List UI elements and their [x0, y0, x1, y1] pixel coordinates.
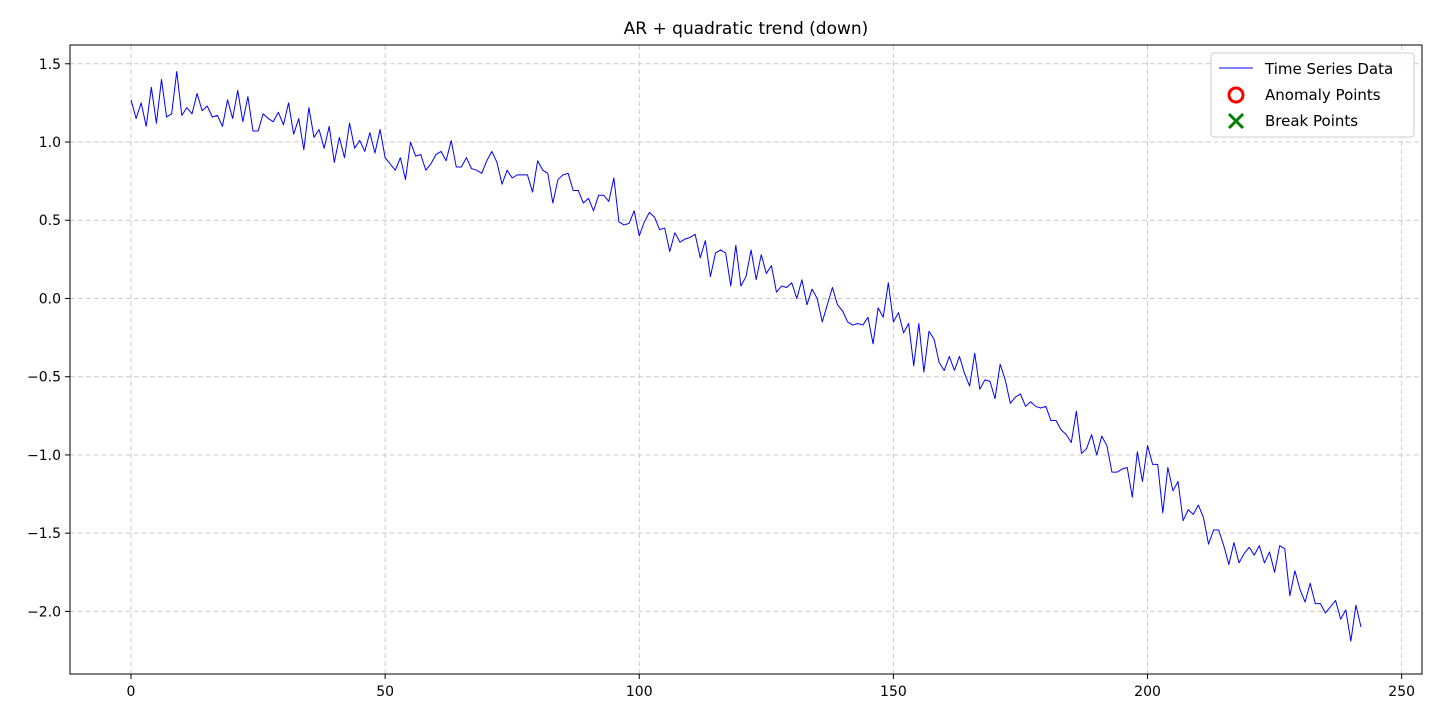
legend-label-break: Break Points — [1265, 112, 1358, 130]
legend-box — [1210, 52, 1415, 138]
legend-label-anomaly: Anomaly Points — [1265, 86, 1381, 104]
grid — [70, 45, 1422, 674]
x-tick-label: 200 — [1134, 684, 1161, 700]
x-tick-label: 0 — [127, 684, 136, 700]
y-tick-label: −0.5 — [27, 370, 61, 386]
y-tick-label: 1.5 — [39, 57, 61, 73]
legend-label-time-series: Time Series Data — [1264, 60, 1393, 78]
axis-ticks: 0 50 100 150 200 250 −2.0 −1.5 −1.0 −0.5 0.0 0.5 1.0… — [27, 57, 1415, 700]
legend-anomaly-marker — [1227, 86, 1245, 104]
x-tick-label: 100 — [626, 684, 653, 700]
legend: Time Series Data Anomaly Points Break Po… — [1210, 52, 1415, 138]
y-tick-label: 0.0 — [39, 291, 61, 307]
legend-break-marker — [1227, 112, 1245, 130]
y-tick-label: 1.0 — [39, 135, 61, 151]
x-tick-label: 150 — [880, 684, 907, 700]
series-layer — [130, 71, 1362, 642]
x-tick-label: 50 — [376, 684, 394, 700]
y-tick-label: 0.5 — [39, 213, 61, 229]
series-line-time-series — [130, 71, 1362, 642]
y-tick-label: −1.5 — [27, 526, 61, 542]
y-tick-label: −1.0 — [27, 448, 61, 464]
chart-title: AR + quadratic trend (down) — [624, 19, 869, 39]
plot-frame — [69, 44, 1423, 675]
y-tick-label: −2.0 — [27, 604, 61, 620]
x-tick-label: 250 — [1388, 684, 1415, 700]
